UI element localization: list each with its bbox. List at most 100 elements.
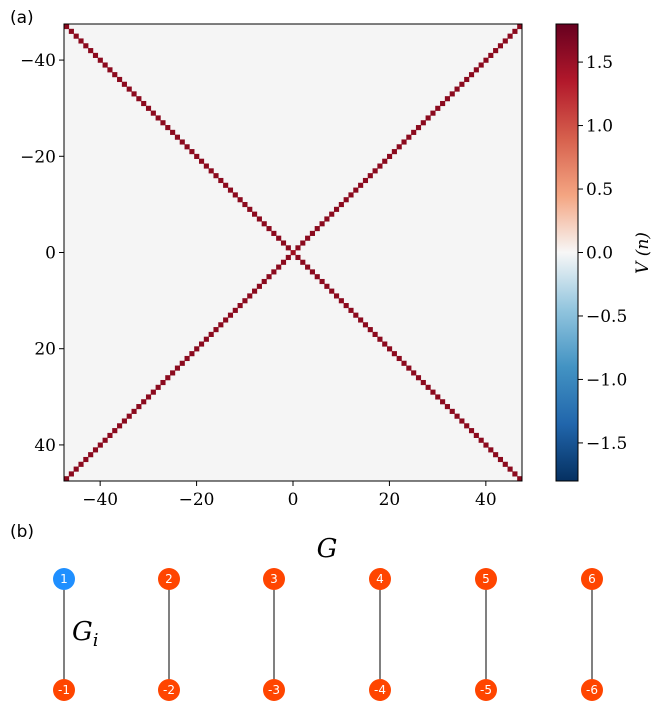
- diagonal-cell: [73, 33, 79, 39]
- diagonal-cell: [252, 211, 258, 217]
- antidiagonal-cell: [227, 312, 234, 318]
- antidiagonal-cell: [126, 413, 132, 419]
- colorbar-tick-label: −0.5: [586, 307, 627, 327]
- diagonal-cell: [440, 399, 446, 405]
- antidiagonal-cell: [237, 303, 243, 309]
- diagonal-cell: [338, 298, 344, 304]
- diagonal-cell: [189, 149, 195, 155]
- antidiagonal-cell: [488, 52, 494, 58]
- antidiagonal-cell: [464, 76, 470, 83]
- diagonal-cell: [420, 379, 426, 386]
- diagonal-cell: [333, 293, 340, 299]
- diagonal-cell: [449, 408, 455, 414]
- diagonal-cell: [478, 437, 484, 443]
- antidiagonal-cell: [155, 384, 161, 390]
- antidiagonal-cell: [478, 62, 484, 68]
- diagonal-cell: [97, 57, 103, 63]
- antidiagonal-cell: [208, 331, 214, 337]
- antidiagonal-cell: [64, 476, 70, 482]
- colorbar-gradient: [555, 23, 579, 482]
- colorbar-tick-label: 0.0: [586, 244, 613, 264]
- diagonal-cell: [512, 471, 518, 477]
- diagonal-cell: [444, 404, 450, 410]
- diagonal-cell: [387, 346, 393, 352]
- heatmap-diagonals: [64, 24, 523, 482]
- diagonal-cell: [112, 72, 118, 78]
- diagonal-cell: [150, 110, 156, 116]
- diagonal-cell: [396, 355, 402, 362]
- diagonal-cell: [170, 129, 176, 135]
- diagonal-cell: [290, 250, 296, 256]
- colorbar-tick-label: −1.0: [586, 370, 627, 390]
- antidiagonal-cell: [468, 72, 475, 78]
- diagonal-cell: [107, 67, 113, 73]
- diagonal-cell: [242, 201, 248, 208]
- diagonal-cell: [507, 466, 513, 472]
- antidiagonal-cell: [372, 168, 378, 174]
- diagonal-cell: [425, 384, 431, 390]
- diagonal-cell: [247, 206, 253, 212]
- antidiagonal-cell: [348, 192, 354, 198]
- diagonal-cell: [459, 418, 465, 424]
- antidiagonal-cell: [271, 269, 277, 275]
- colorbar-label: V (n): [633, 232, 652, 274]
- antidiagonal-cell: [396, 144, 402, 150]
- antidiagonal-cell: [184, 355, 190, 362]
- diagonal-cell: [271, 230, 277, 236]
- diagonal-cell: [362, 322, 369, 328]
- antidiagonal-cell: [338, 201, 344, 208]
- diagonal-cell: [309, 269, 315, 275]
- graph-node-bottom: [369, 679, 391, 701]
- antidiagonal-cell: [160, 379, 166, 386]
- antidiagonal-cell: [107, 432, 113, 438]
- diagonal-cell: [493, 452, 499, 458]
- y-tick-label: 20: [34, 340, 56, 360]
- diagonal-cell: [276, 235, 282, 241]
- graph-node-label: -5: [480, 683, 492, 697]
- diagonal-cell: [68, 28, 74, 34]
- antidiagonal-cell: [276, 264, 282, 270]
- antidiagonal-cell: [198, 341, 205, 347]
- diagonal-cell: [280, 240, 287, 246]
- diagonal-cell: [406, 365, 412, 371]
- diagonal-cell: [155, 115, 161, 121]
- antidiagonal-cell: [213, 327, 219, 333]
- graph-node-label: 5: [482, 572, 490, 586]
- diagonal-cell: [218, 177, 224, 184]
- x-tick-label: 0: [288, 490, 299, 510]
- antidiagonal-cell: [324, 216, 330, 222]
- edge-label-main: G: [72, 617, 93, 647]
- graph-node-label: 2: [165, 572, 173, 586]
- graph-node-label: 4: [376, 572, 384, 586]
- antidiagonal-cell: [174, 365, 180, 371]
- antidiagonal-cell: [415, 125, 422, 131]
- x-tick-label: −40: [82, 490, 118, 510]
- antidiagonal-cell: [319, 221, 325, 227]
- diagonal-cell: [430, 389, 436, 395]
- antidiagonal-cell: [102, 437, 108, 443]
- diagonal-cell: [203, 163, 209, 169]
- antidiagonal-cell: [170, 370, 176, 376]
- antidiagonal-cell: [411, 129, 417, 135]
- antidiagonal-cell: [362, 177, 369, 184]
- diagonal-cell: [198, 158, 205, 164]
- antidiagonal-cell: [483, 57, 489, 63]
- diagonal-cell: [305, 264, 311, 270]
- diagonal-cell: [411, 370, 417, 376]
- graph-node-label: -6: [586, 683, 598, 697]
- diagonal-cell: [136, 96, 142, 102]
- graph-title: G: [317, 534, 338, 564]
- antidiagonal-cell: [367, 173, 373, 179]
- antidiagonal-cell: [83, 456, 89, 463]
- diagonal-cell: [324, 283, 330, 289]
- diagonal-cell: [517, 476, 523, 482]
- diagonal-cell: [319, 278, 325, 285]
- graph-diagram: G Gi 1 -1 2 -2 3 -3 4 -4 5 -5 6 -6: [53, 534, 603, 701]
- antidiagonal-cell: [97, 442, 103, 448]
- diagonal-cell: [300, 259, 306, 265]
- antidiagonal-cell: [88, 452, 94, 458]
- y-tick-label: −20: [20, 147, 56, 167]
- antidiagonal-cell: [502, 38, 508, 44]
- antidiagonal-cell: [68, 471, 74, 477]
- diagonal-cell: [208, 168, 214, 174]
